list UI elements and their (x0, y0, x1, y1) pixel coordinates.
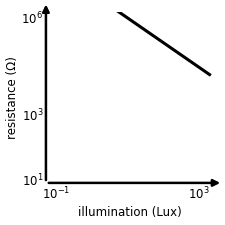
X-axis label: illumination (Lux): illumination (Lux) (78, 207, 181, 219)
Y-axis label: resistance (Ω): resistance (Ω) (6, 56, 18, 139)
